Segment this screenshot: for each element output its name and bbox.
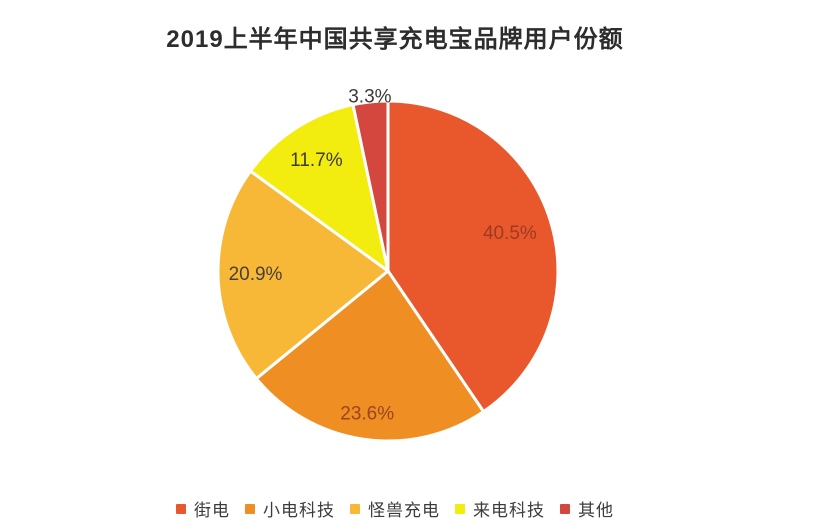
legend-label-jiedian: 街电 <box>194 501 230 520</box>
legend-item-xiaodian-keji[interactable]: 小电科技 <box>245 496 335 521</box>
pie-label-qita: 3.3% <box>348 86 391 107</box>
pie-label-guaishou-chongdian: 20.9% <box>229 264 283 285</box>
pie-label-jiedian: 40.5% <box>483 223 537 244</box>
pie-slice-guaishou-chongdian[interactable] <box>216 169 390 381</box>
legend-item-qita[interactable]: 其他 <box>560 496 614 521</box>
legend-label-xiaodian-keji: 小电科技 <box>263 501 335 520</box>
legend-swatch-laidian-keji <box>455 503 465 514</box>
pie-label-xiaodian-keji: 23.6% <box>340 404 394 425</box>
legend-label-guaishou-chongdian: 怪兽充电 <box>368 501 440 520</box>
pie-label-laidian-keji: 11.7% <box>290 150 343 171</box>
legend-swatch-guaishou-chongdian <box>350 503 360 514</box>
chart-title: 2019上半年中国共享充电宝品牌用户份额 <box>166 26 624 53</box>
legend-swatch-jiedian <box>176 503 186 514</box>
pie-slice-qita[interactable] <box>351 99 390 273</box>
pie-slice-laidian-keji[interactable] <box>248 103 390 273</box>
legend-label-qita: 其他 <box>578 501 614 520</box>
pie-chart: 40.5% 23.6% 20.9% 11.7% 3.3% <box>216 86 560 443</box>
legend-swatch-xiaodian-keji <box>245 503 255 514</box>
pie-slice-xiaodian-keji[interactable] <box>254 269 486 443</box>
legend-item-jiedian[interactable]: 街电 <box>176 496 230 521</box>
pie-slice-jiedian[interactable] <box>386 99 560 414</box>
legend: 街电 小电科技 怪兽充电 来电科技 其他 <box>0 496 790 521</box>
legend-item-guaishou-chongdian[interactable]: 怪兽充电 <box>350 496 440 521</box>
legend-label-laidian-keji: 来电科技 <box>473 501 545 520</box>
legend-item-laidian-keji[interactable]: 来电科技 <box>455 496 545 521</box>
legend-swatch-qita <box>560 503 570 514</box>
